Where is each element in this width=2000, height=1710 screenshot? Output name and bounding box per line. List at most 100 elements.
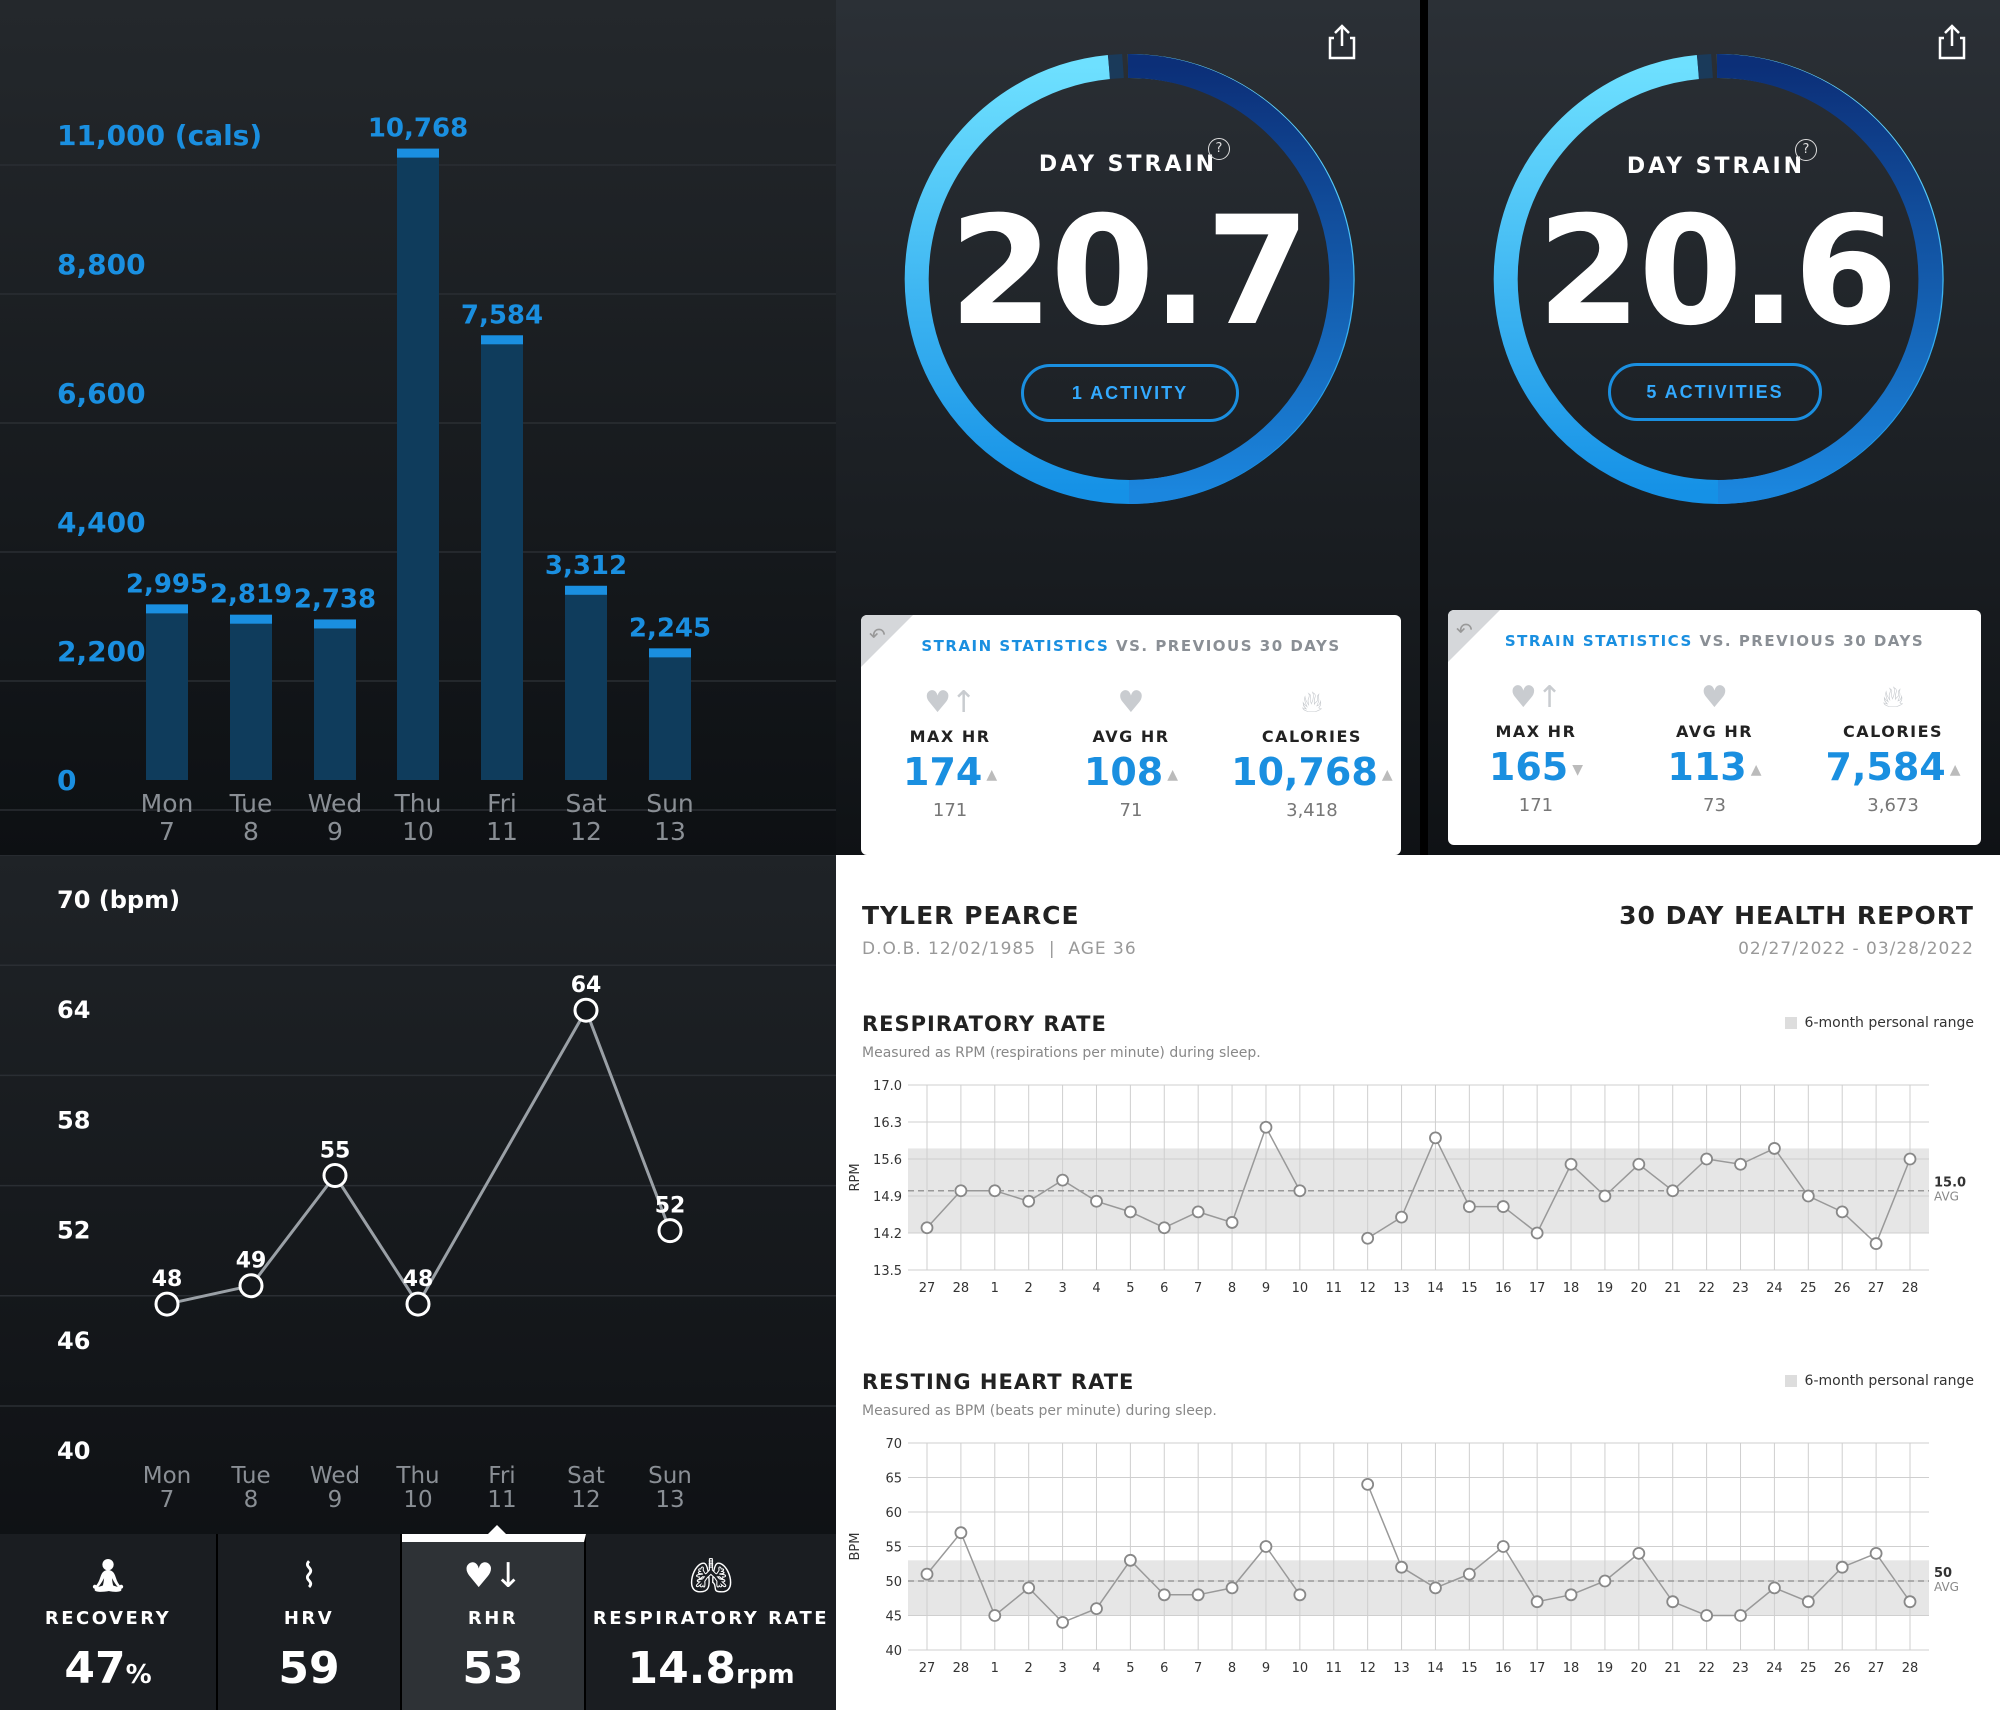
strain-gauge-ring (1493, 53, 1944, 504)
data-point (1090, 1602, 1103, 1616)
x-tick-label: 10 (1292, 1661, 1309, 1676)
x-tick-label: 13 (1393, 1661, 1410, 1676)
card-title: STRAIN STATISTICS VS. PREVIOUS 30 DAYS (1448, 632, 1981, 650)
series-line (166, 1006, 672, 1307)
y-tick-label: 6,600 (57, 377, 146, 410)
data-point (1225, 1581, 1239, 1595)
data-label: 49 (236, 1249, 267, 1274)
x-tick-date: 7 (160, 1487, 175, 1513)
x-tick-label: 28 (1902, 1661, 1919, 1676)
data-point (1598, 1189, 1612, 1203)
data-point (1123, 1205, 1137, 1219)
activities-button[interactable]: 5 ACTIVITIES (1608, 363, 1822, 421)
help-icon[interactable]: ? (1208, 138, 1230, 160)
data-point (1666, 1184, 1680, 1198)
data-point (1191, 1205, 1205, 1219)
data-point (573, 997, 599, 1023)
patient-name: TYLER PEARCE (862, 901, 1080, 930)
data-label: 2,995 (126, 569, 208, 599)
bar (314, 619, 356, 780)
personal-range-band (908, 1560, 1929, 1616)
x-tick-label: 23 (1732, 1661, 1749, 1676)
card-fold (861, 615, 913, 667)
x-tick-label: 26 (1834, 1281, 1851, 1296)
tab-value-text: 14.8 (627, 1643, 737, 1694)
data-label: 2,738 (294, 584, 376, 614)
stat-previous: 71 (1119, 800, 1143, 821)
data-point (954, 1184, 968, 1198)
data-point (1395, 1560, 1408, 1574)
card-title-sub: VS. PREVIOUS 30 DAYS (1115, 637, 1341, 655)
report-dates: 02/27/2022 - 03/28/2022 (1738, 939, 1974, 959)
stat-value-text: 7,584 (1825, 745, 1946, 789)
y-tick-label: 40 (885, 1644, 902, 1659)
data-point (1259, 1540, 1273, 1553)
stat-label: MAX HR (909, 727, 991, 746)
x-tick-label: 19 (1597, 1661, 1614, 1676)
tab-respiratory-rate[interactable]: 🫁︎ RESPIRATORY RATE 14.8rpm (586, 1534, 836, 1710)
activities-button[interactable]: 1 ACTIVITY (1021, 364, 1239, 422)
data-point (988, 1184, 1002, 1198)
y-tick-label: 4,400 (57, 506, 146, 539)
card-title-sub: VS. PREVIOUS 30 DAYS (1699, 632, 1925, 650)
y-tick-label: 52 (57, 1217, 90, 1245)
data-point (920, 1567, 934, 1581)
y-tick-label: 14.9 (873, 1190, 902, 1205)
x-tick-day: Wed (310, 1463, 360, 1489)
tab-hrv[interactable]: ⌇ HRV 59 (218, 1534, 402, 1710)
y-tick-label: 55 (885, 1541, 902, 1556)
x-tick-label: 11 (1325, 1661, 1342, 1676)
x-tick-label: 14 (1427, 1661, 1444, 1676)
data-label: 64 (571, 973, 602, 998)
bar-cap (565, 585, 607, 595)
share-icon[interactable] (1932, 22, 1972, 62)
x-tick-label: 16 (1495, 1281, 1512, 1296)
x-tick-label: 19 (1597, 1281, 1614, 1296)
x-tick-label: 20 (1631, 1661, 1648, 1676)
data-label: 52 (655, 1194, 686, 1219)
data-point (1768, 1581, 1781, 1595)
data-point (1903, 1152, 1917, 1166)
x-tick-date: 13 (655, 1487, 684, 1513)
x-tick-label: 22 (1698, 1281, 1715, 1296)
y-tick-label: 0 (57, 764, 76, 797)
bar (481, 335, 523, 780)
flip-icon[interactable]: ↶ (869, 623, 886, 647)
tab-value-text: 53 (462, 1643, 524, 1694)
flip-icon[interactable]: ↶ (1456, 618, 1473, 642)
data-label: 2,819 (210, 580, 292, 610)
day-strain-value: 20.6 (1536, 185, 1898, 359)
data-point (405, 1291, 431, 1317)
tab-unit: % (125, 1660, 152, 1690)
share-icon[interactable] (1322, 22, 1362, 62)
data-point (954, 1526, 968, 1540)
series-line (926, 1531, 1301, 1624)
x-tick-label: 28 (953, 1281, 970, 1296)
help-icon[interactable]: ? (1795, 139, 1817, 161)
day-strain-label: DAY STRAIN (1626, 154, 1806, 179)
x-tick-date: 9 (328, 1487, 343, 1513)
data-point (657, 1218, 683, 1244)
x-tick-day: Sun (648, 1463, 692, 1489)
data-label: 10,768 (368, 114, 468, 144)
stat-previous: 171 (1518, 795, 1554, 816)
data-point (1361, 1478, 1375, 1491)
legend: 6-month personal range (1784, 1015, 1974, 1031)
x-tick-day: Tue (230, 1463, 270, 1489)
x-tick-day: Sat (567, 1463, 605, 1489)
tab-recovery[interactable]: 🧘︎ RECOVERY 47% (0, 1534, 218, 1710)
x-tick-label: 21 (1664, 1661, 1681, 1676)
stat-previous: 73 (1703, 795, 1726, 816)
x-tick-date: 13 (654, 817, 686, 846)
y-tick-label: 45 (885, 1610, 902, 1625)
x-tick-date: 7 (159, 817, 175, 846)
average-value: 15.0 (1934, 1176, 1966, 1191)
x-tick-day: Fri (488, 1463, 515, 1489)
x-tick-label: 3 (1058, 1661, 1066, 1676)
bar (146, 604, 188, 780)
data-point (1530, 1595, 1544, 1609)
x-tick-label: 22 (1698, 1661, 1715, 1676)
average-label: AVG (1934, 1190, 1959, 1204)
respiratory-title: RESPIRATORY RATE (862, 1012, 1107, 1036)
tab-rhr[interactable]: ♥↓ RHR 53 (402, 1534, 586, 1710)
